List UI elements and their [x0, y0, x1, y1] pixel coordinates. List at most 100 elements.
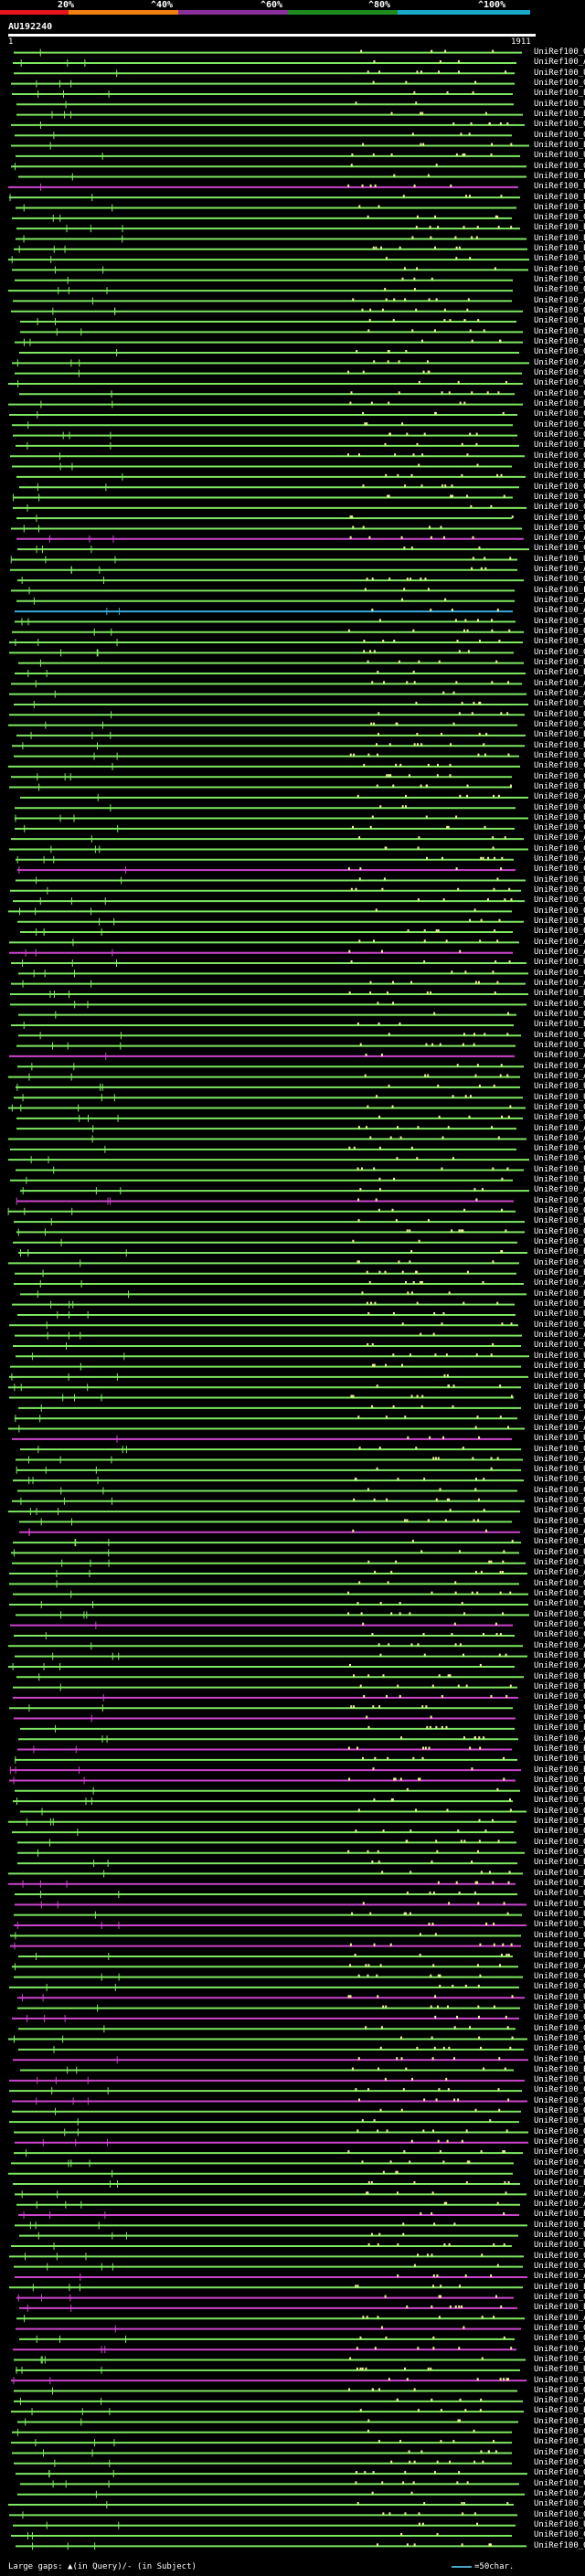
hit-name[interactable]: UniRef100_Q8L378: [534, 927, 585, 937]
hit-name[interactable]: UniRef100_B9NFT7: [534, 730, 585, 740]
hit-name[interactable]: UniRef100_A9DD46: [534, 833, 585, 843]
hit-name[interactable]: UniRef100_Q4A227: [534, 451, 585, 461]
hit-name[interactable]: UniRef100_Q2NWX0: [534, 1237, 585, 1247]
hit-name[interactable]: UniRef100_UP1000...: [534, 2241, 585, 2251]
hit-name[interactable]: UniRef100_Q6S3E8: [534, 2033, 585, 2043]
hit-name[interactable]: UniRef100_Q7Z5P6: [534, 2540, 585, 2550]
hit-name[interactable]: UniRef100_Q01AC1: [534, 575, 585, 585]
hit-name[interactable]: UniRef100_C5Z9P4: [534, 1702, 585, 1712]
hit-name[interactable]: UniRef100_P12378: [534, 1775, 585, 1785]
hit-name[interactable]: UniRef100_C1EC51: [534, 2157, 585, 2168]
hit-name[interactable]: UniRef100_Q84ZL0-2: [534, 2095, 585, 2105]
hit-name[interactable]: UniRef100_C1MY98: [534, 1485, 585, 1495]
hit-name[interactable]: UniRef100_A9RTC0: [534, 1051, 585, 1061]
hit-name[interactable]: UniRef100_B9RYC5: [534, 2168, 585, 2178]
hit-name[interactable]: UniRef100_Q2W222: [534, 1578, 585, 1588]
hit-name[interactable]: UniRef100_A3NFR4: [534, 1123, 585, 1133]
hit-name[interactable]: UniRef100_C1E437: [534, 492, 585, 502]
hit-name[interactable]: UniRef100_Q01159: [534, 419, 585, 429]
hit-name[interactable]: UniRef100_C4J6W8: [534, 864, 585, 875]
hit-name[interactable]: UniRef100_B7CT47: [534, 1164, 585, 1174]
hit-name[interactable]: UniRef100_Q84ZL0: [534, 2106, 585, 2116]
hit-name[interactable]: UniRef100_A9RYC3: [534, 565, 585, 575]
hit-name[interactable]: UniRef100_Q8MRP6: [534, 1506, 585, 1516]
hit-name[interactable]: UniRef100_B7PC66: [534, 472, 585, 482]
hit-name[interactable]: UniRef100_Q2V8T1: [534, 378, 585, 388]
hit-name[interactable]: UniRef100_A2DM28: [534, 2313, 585, 2323]
hit-name[interactable]: UniRef100_B2HKP9: [534, 1671, 585, 1681]
hit-name[interactable]: UniRef100_UP1000...: [534, 2375, 585, 2385]
hit-name[interactable]: UniRef100_Q3TKX5: [534, 161, 585, 171]
hit-name[interactable]: UniRef100_UP1000...: [534, 1558, 585, 1568]
hit-name[interactable]: UniRef100_UP1000...: [534, 2075, 585, 2085]
hit-name[interactable]: UniRef100_A4S623: [534, 1961, 585, 1971]
hit-name[interactable]: UniRef100_Q08194: [534, 2044, 585, 2054]
hit-name[interactable]: UniRef100_B8GAZ4: [534, 812, 585, 822]
hit-name[interactable]: UniRef100_Q3MSV0: [534, 2137, 585, 2147]
hit-name[interactable]: UniRef100_UP1000...: [534, 958, 585, 968]
hit-name[interactable]: UniRef100_B7Q7P5: [534, 244, 585, 254]
hit-name[interactable]: UniRef100_A4FGR9: [534, 2272, 585, 2282]
hit-name[interactable]: UniRef100_UP1000...: [534, 1434, 585, 1444]
hit-name[interactable]: UniRef100_B9HGL7: [534, 1951, 585, 1961]
hit-name[interactable]: UniRef100_B7PG51: [534, 740, 585, 750]
hit-name[interactable]: UniRef100_B7Q0P2: [534, 89, 585, 99]
hit-name[interactable]: UniRef100_C5Y4Y2: [534, 388, 585, 398]
hit-name[interactable]: UniRef100_B3R2R3: [534, 1382, 585, 1392]
hit-name[interactable]: UniRef100_C5Y8S7: [534, 544, 585, 554]
hit-name[interactable]: UniRef100_A7Q202: [534, 1733, 585, 1744]
hit-name[interactable]: UniRef100_Q3TKX5: [534, 306, 585, 316]
hit-name[interactable]: UniRef100_A5BR16: [534, 1454, 585, 1464]
hit-name[interactable]: UniRef100_UP1000...: [534, 2365, 585, 2375]
hit-name[interactable]: UniRef100_B9G7H3: [534, 2282, 585, 2292]
hit-name[interactable]: UniRef100_A8NHF3: [534, 2344, 585, 2354]
hit-name[interactable]: UniRef100_C1FED3: [534, 409, 585, 419]
hit-name[interactable]: UniRef100_UP1000...: [534, 554, 585, 564]
hit-name[interactable]: UniRef100_A7R3H1: [534, 295, 585, 305]
hit-name[interactable]: UniRef100_B0E333: [534, 2220, 585, 2230]
hit-name[interactable]: UniRef100_C0YC76: [534, 1154, 585, 1164]
hit-name[interactable]: UniRef100_B9RDX4: [534, 1723, 585, 1733]
hit-name[interactable]: UniRef100_A9V3V4: [534, 678, 585, 688]
hit-name[interactable]: UniRef100_A4RWC6: [534, 534, 585, 544]
hit-name[interactable]: UniRef100_B1MC61: [534, 1175, 585, 1185]
hit-name[interactable]: UniRef100_B9RNJ5: [534, 1681, 585, 1691]
hit-name[interactable]: UniRef100_B7Q3U3: [534, 192, 585, 202]
hit-name[interactable]: UniRef100_Q6XTP5: [534, 709, 585, 719]
hit-name[interactable]: UniRef100_A4S9A6: [534, 606, 585, 616]
hit-name[interactable]: UniRef100_Q4AUJ1: [534, 1030, 585, 1040]
hit-name[interactable]: UniRef100_C5LBS0: [534, 1599, 585, 1609]
hit-name[interactable]: UniRef100_B7Q3X3: [534, 398, 585, 408]
hit-name[interactable]: UniRef100_B9EXV1: [534, 917, 585, 927]
hit-name[interactable]: UniRef100_B6G311: [534, 989, 585, 999]
hit-name[interactable]: UniRef100_UP1000...: [534, 1796, 585, 1806]
hit-name[interactable]: UniRef100_B7PSE7: [534, 202, 585, 212]
hit-name[interactable]: UniRef100_Q73590: [534, 1982, 585, 1992]
hit-name[interactable]: UniRef100_Q4UZV7: [534, 1257, 585, 1267]
hit-name[interactable]: UniRef100_Q1HX32: [534, 885, 585, 896]
hit-name[interactable]: UniRef100_Q2T918: [534, 1589, 585, 1599]
hit-name[interactable]: UniRef100_Q4A219: [534, 513, 585, 523]
hit-name[interactable]: UniRef100_B9GV84: [534, 2303, 585, 2313]
hit-name[interactable]: UniRef100_C5NKF6: [534, 823, 585, 833]
hit-name[interactable]: UniRef100_Q7Q9K7: [534, 2354, 585, 2364]
hit-name[interactable]: UniRef100_Q8SSP0: [534, 130, 585, 140]
hit-name[interactable]: UniRef100_A6VBZ2: [534, 1330, 585, 1340]
hit-name[interactable]: UniRef100_B7Q1P5: [534, 2416, 585, 2426]
hit-name[interactable]: UniRef100_Q6AMS6: [534, 2334, 585, 2344]
hit-name[interactable]: UniRef100_Q9PCD0: [534, 2261, 585, 2271]
hit-name[interactable]: UniRef100_Q9LUI1: [534, 647, 585, 657]
hit-name[interactable]: UniRef100_B4YB56: [534, 1247, 585, 1257]
hit-name[interactable]: UniRef100_UP1000...: [534, 1351, 585, 1361]
hit-name[interactable]: UniRef100_Q2JMC8: [534, 896, 585, 906]
hit-name[interactable]: UniRef100_B7PK12: [534, 109, 585, 119]
hit-name[interactable]: UniRef100_A3KHU7: [534, 2396, 585, 2406]
hit-name[interactable]: UniRef100_UP1000...: [534, 2002, 585, 2012]
hit-name[interactable]: UniRef100_Q7XRH9: [534, 264, 585, 274]
hit-name[interactable]: UniRef100_A8NHF1: [534, 1413, 585, 1423]
hit-name[interactable]: UniRef100_A6YW14: [534, 1278, 585, 1288]
hit-name[interactable]: UniRef100_B9SSB2: [534, 1268, 585, 1278]
hit-name[interactable]: UniRef100_C7Q6B1: [534, 2478, 585, 2488]
hit-name[interactable]: UniRef100_Q9T0K5: [534, 906, 585, 916]
hit-name[interactable]: UniRef100_C1EFV7: [534, 2530, 585, 2540]
